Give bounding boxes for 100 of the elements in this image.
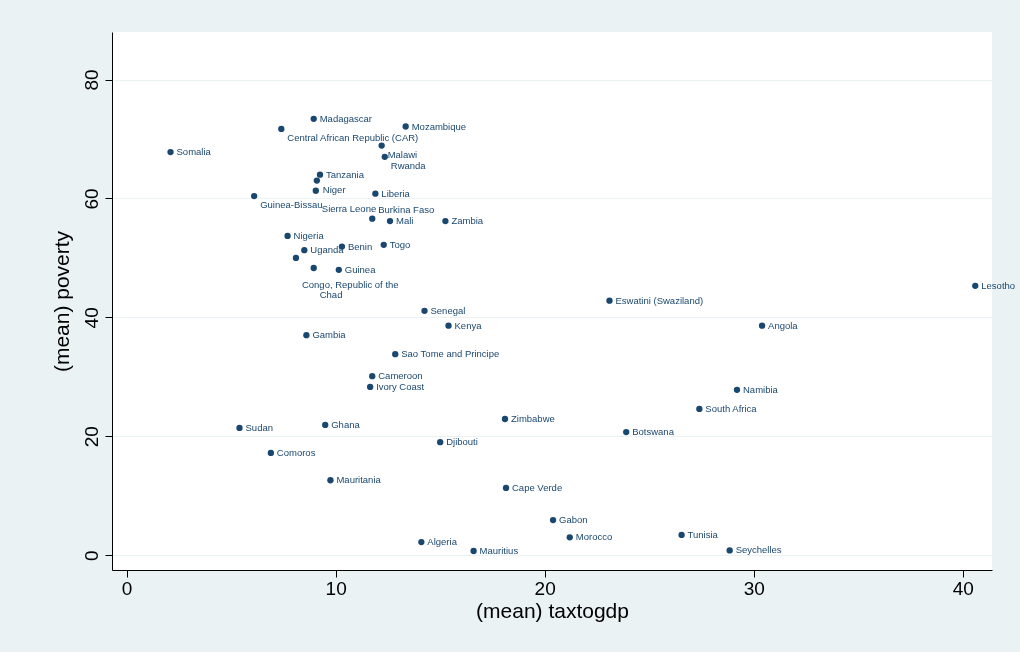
point [733, 386, 741, 394]
x-axis-title: (mean) taxtogdp [476, 598, 629, 622]
annotation: Eswatini (Swaziland) [615, 294, 704, 306]
annotation: Ghana [331, 418, 361, 430]
point [322, 421, 329, 429]
point [380, 241, 387, 248]
y-tick-label: 0 [80, 550, 102, 561]
annotation: Gabon [559, 514, 588, 526]
annotation: Chad [319, 289, 343, 301]
annotation: Uganda [310, 244, 345, 256]
point [327, 477, 334, 484]
point [372, 190, 379, 197]
point [292, 254, 300, 262]
annotation: Guinea-Bissau [260, 199, 323, 211]
annotation: Benin [347, 240, 373, 252]
point [386, 217, 394, 225]
annotation: Malawi [387, 148, 418, 160]
annotation: Ivory Coast [376, 380, 425, 392]
annotation: Tunisia [687, 528, 719, 540]
point [437, 439, 444, 446]
annotation: Djibouti [446, 436, 478, 448]
point [972, 282, 979, 289]
point [313, 177, 321, 184]
x-tick-label: 40 [952, 577, 974, 599]
y-tick-label: 60 [80, 188, 102, 210]
x-tick-label: 0 [121, 577, 133, 599]
point [310, 264, 317, 272]
annotation: Comoros [276, 446, 316, 458]
point [726, 547, 733, 554]
point [250, 192, 258, 200]
annotation: Zimbabwe [510, 413, 555, 424]
point [301, 247, 308, 254]
point [696, 405, 703, 413]
annotation: Liberia [381, 187, 411, 199]
x-tick-label: 30 [743, 577, 765, 599]
point [369, 215, 376, 222]
point [310, 115, 317, 122]
y-tick-label: 80 [80, 69, 102, 91]
annotation: Mali [396, 215, 414, 227]
annotation: Sao Tome and Principe [401, 348, 500, 360]
point [502, 484, 510, 492]
annotation: Nigeria [293, 229, 325, 241]
point [758, 322, 766, 329]
x-tick-label: 10 [325, 577, 347, 599]
point [366, 383, 374, 391]
point [335, 266, 342, 273]
point [549, 516, 557, 524]
point [236, 424, 243, 432]
point [312, 187, 319, 194]
annotation: Mauritius [479, 544, 519, 556]
annotation: Kenya [454, 319, 483, 331]
annotation: Rwanda [390, 159, 427, 171]
point [501, 415, 509, 423]
annotation: Tanzania [325, 168, 365, 180]
annotation: Senegal [430, 304, 466, 316]
annotation: Togo [389, 238, 411, 250]
annotation: South Africa [705, 402, 758, 414]
point [470, 547, 477, 555]
annotation: Sudan [245, 421, 273, 433]
annotation: Angola [768, 319, 799, 331]
annotation: Algeria [427, 536, 458, 548]
point [267, 449, 275, 457]
annotation: Morocco [575, 531, 613, 543]
annotation: Central African Republic (CAR) [287, 131, 419, 143]
point [392, 351, 399, 358]
annotation: Lesotho [981, 279, 1016, 291]
annotation: Niger [322, 183, 346, 195]
point [278, 125, 285, 133]
annotation: Congo, Republic of the [301, 278, 399, 290]
annotation: Guinea [344, 263, 377, 275]
point [566, 534, 573, 541]
annotation: Seychelles [735, 544, 782, 556]
annotation: Cape Verde [512, 481, 563, 493]
point [167, 148, 174, 156]
point [445, 322, 452, 329]
point [421, 307, 428, 314]
point [442, 217, 449, 225]
annotation: Zambia [451, 215, 484, 227]
annotation: Botswana [632, 426, 675, 438]
point [381, 153, 388, 160]
point [369, 373, 376, 380]
annotation: Sierra Leone [321, 202, 377, 214]
annotation: Somalia [176, 146, 212, 158]
point [402, 123, 409, 130]
annotation: Mozambique [411, 120, 467, 132]
point [418, 538, 425, 546]
point [678, 531, 685, 539]
annotation: Gambia [312, 329, 347, 341]
point [284, 232, 291, 240]
point [623, 428, 630, 436]
x-tick-label: 20 [534, 577, 556, 599]
annotation: Mauritania [336, 474, 382, 486]
annotation: Madagascar [319, 112, 372, 124]
point [606, 297, 613, 304]
y-axis-title: (mean) poverty [49, 230, 73, 373]
annotation: Burkina Faso [378, 203, 435, 215]
annotation: Namibia [742, 383, 779, 395]
point [316, 171, 324, 178]
annotation: Cameroon [378, 370, 423, 382]
y-tick-label: 40 [80, 307, 102, 329]
